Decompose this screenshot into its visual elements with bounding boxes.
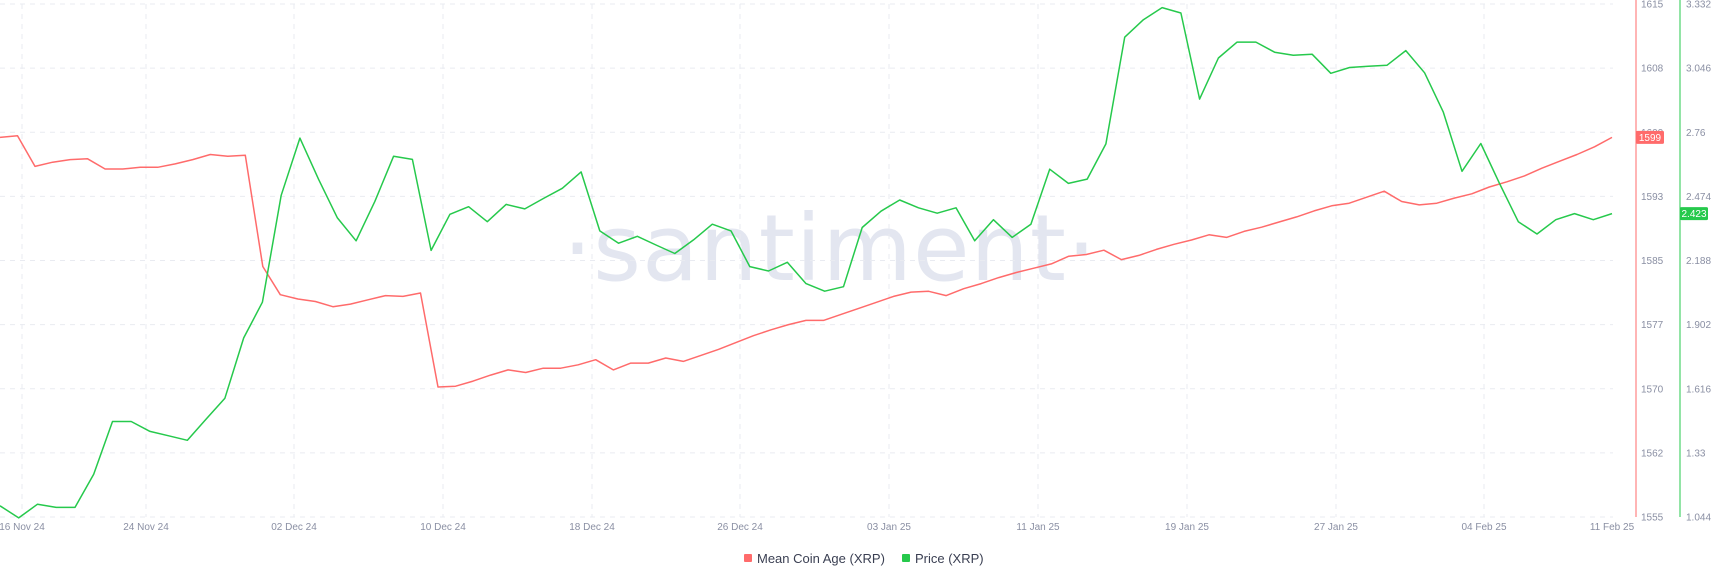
x-axis-tick-label: 11 Feb 25 bbox=[1590, 522, 1635, 533]
left-axis-tick-label: 1585 bbox=[1641, 256, 1664, 267]
x-axis-tick-label: 04 Feb 25 bbox=[1461, 522, 1506, 533]
badge-price-label: 2.423 bbox=[1681, 209, 1706, 220]
right-axis-tick-label: 2.76 bbox=[1686, 128, 1706, 139]
x-axis-tick-label: 11 Jan 25 bbox=[1016, 522, 1060, 533]
badge-mean-coin-age-label: 1599 bbox=[1639, 133, 1662, 144]
left-axis-tick-label: 1555 bbox=[1641, 513, 1664, 524]
x-axis-tick-label: 10 Dec 24 bbox=[420, 522, 466, 533]
last-value-badges: 1599 2.423 bbox=[1636, 130, 1708, 221]
left-axis-tick-label: 1570 bbox=[1641, 384, 1664, 395]
badge-price bbox=[1680, 207, 1708, 221]
series-line-mean-coin-age bbox=[0, 134, 1613, 388]
x-axis-tick-label: 27 Jan 25 bbox=[1314, 522, 1358, 533]
left-axis-tick-label: 1593 bbox=[1641, 192, 1664, 203]
right-axis-tick-label: 3.332 bbox=[1686, 0, 1711, 11]
left-axis-tick-label: 1615 bbox=[1641, 0, 1664, 11]
left-axis-tick-label: 1608 bbox=[1641, 64, 1664, 75]
x-axis-tick-label: 03 Jan 25 bbox=[867, 522, 911, 533]
x-axis-tick-label: 02 Dec 24 bbox=[271, 522, 317, 533]
right-axis-tick-label: 1.616 bbox=[1686, 384, 1711, 395]
left-axis-tick-label: 1562 bbox=[1641, 448, 1664, 459]
right-axis-tick-label: 1.902 bbox=[1686, 320, 1711, 331]
left-axis-tick-label: 1577 bbox=[1641, 320, 1664, 331]
legend-swatch-mean-coin-age bbox=[744, 554, 752, 562]
x-axis-tick-label: 18 Dec 24 bbox=[569, 522, 615, 533]
santiment-watermark: ·santiment· bbox=[563, 195, 1097, 302]
legend[interactable]: Mean Coin Age (XRP) Price (XRP) bbox=[744, 551, 984, 566]
legend-label-mean-coin-age[interactable]: Mean Coin Age (XRP) bbox=[757, 551, 885, 566]
right-axis-tick-label: 3.046 bbox=[1686, 64, 1711, 75]
axes: 1615160816001593158515771570156215553.33… bbox=[0, 0, 1711, 533]
badge-mean-coin-age bbox=[1636, 130, 1664, 144]
x-axis-tick-label: 16 Nov 24 bbox=[0, 522, 45, 533]
legend-swatch-price bbox=[902, 554, 910, 562]
x-axis-tick-label: 19 Jan 25 bbox=[1165, 522, 1209, 533]
legend-label-price[interactable]: Price (XRP) bbox=[915, 551, 984, 566]
right-axis-tick-label: 1.33 bbox=[1686, 448, 1706, 459]
series-layer bbox=[0, 6, 1613, 519]
right-axis-tick-label: 2.188 bbox=[1686, 256, 1711, 267]
right-axis-tick-label: 2.474 bbox=[1686, 192, 1711, 203]
x-axis-tick-label: 26 Dec 24 bbox=[717, 522, 763, 533]
x-axis-tick-label: 24 Nov 24 bbox=[123, 522, 169, 533]
grid-lines bbox=[0, 3, 1613, 518]
right-axis-tick-label: 1.044 bbox=[1686, 513, 1711, 524]
series-line-price bbox=[0, 6, 1613, 519]
